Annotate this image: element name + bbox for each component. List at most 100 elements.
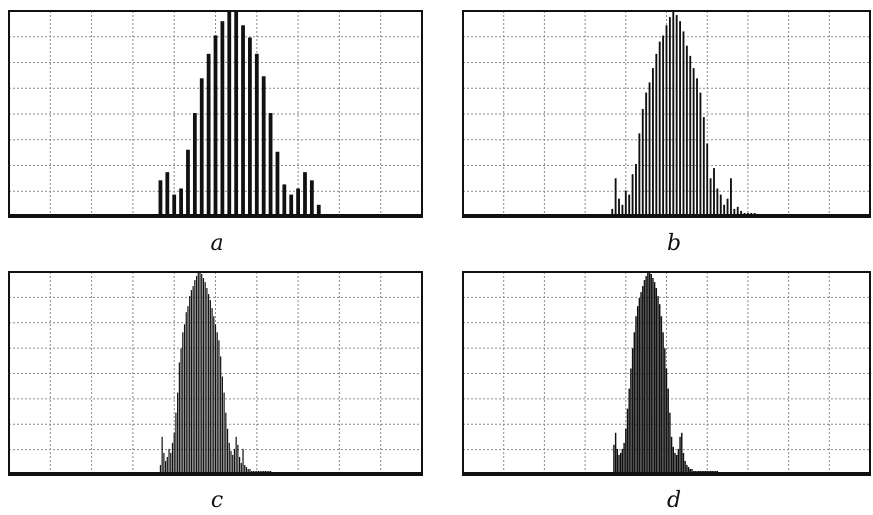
bar	[177, 392, 179, 473]
bar	[234, 11, 239, 215]
bar	[183, 324, 186, 473]
bar	[672, 11, 675, 215]
bar	[628, 194, 631, 215]
bar	[677, 448, 680, 473]
bar	[684, 460, 686, 473]
bar	[171, 442, 174, 473]
bar	[225, 412, 227, 473]
bar	[245, 466, 248, 473]
bar	[674, 452, 676, 473]
plot-frame	[462, 271, 871, 476]
bar	[251, 470, 253, 473]
bar	[614, 178, 617, 215]
bar	[624, 190, 627, 215]
bar	[647, 272, 649, 473]
bar	[228, 442, 230, 473]
bar	[213, 316, 215, 473]
bar	[711, 470, 714, 473]
bar	[614, 432, 617, 473]
bar	[685, 45, 688, 216]
bar	[216, 332, 218, 473]
caption-b: b	[666, 231, 682, 256]
bar	[221, 376, 223, 473]
bar	[628, 388, 630, 473]
bar	[161, 436, 163, 473]
bar	[662, 332, 664, 473]
bar	[248, 37, 252, 215]
bar	[630, 368, 632, 473]
bar	[668, 17, 671, 216]
bar	[201, 274, 203, 473]
bar	[675, 454, 678, 473]
bar	[263, 470, 265, 473]
bar	[691, 468, 693, 473]
bar	[185, 312, 187, 473]
grid-c	[9, 272, 422, 475]
bar	[662, 35, 665, 216]
bar	[670, 436, 673, 473]
bar	[642, 286, 644, 473]
bar	[247, 468, 249, 473]
bar	[713, 470, 715, 473]
plot-frame	[8, 271, 423, 476]
bar	[616, 448, 619, 473]
plot-frame	[462, 10, 871, 218]
chart-panel-a	[8, 10, 423, 218]
bar	[743, 212, 746, 215]
bar	[261, 76, 266, 215]
bar	[664, 348, 666, 473]
bar	[698, 470, 700, 473]
bars-c	[159, 272, 272, 473]
bar	[226, 428, 229, 473]
bar	[227, 11, 232, 215]
bar	[618, 454, 620, 473]
bar	[687, 466, 690, 473]
bar	[213, 35, 218, 216]
bar	[658, 41, 661, 215]
bar	[189, 296, 191, 473]
bar	[309, 180, 314, 215]
bar	[753, 212, 756, 215]
bar	[648, 272, 651, 473]
bar	[257, 470, 260, 473]
bar	[719, 194, 722, 215]
bar	[199, 272, 201, 473]
bar	[218, 340, 220, 473]
bar	[254, 470, 256, 473]
bar	[214, 324, 217, 473]
bar	[681, 432, 683, 473]
bar	[261, 470, 263, 473]
bar	[660, 316, 663, 473]
bar	[706, 143, 709, 215]
bar	[220, 356, 222, 473]
bar	[230, 450, 232, 473]
bar	[746, 212, 749, 215]
bar	[206, 288, 208, 473]
bar	[316, 204, 321, 215]
bar	[636, 306, 639, 473]
bar	[204, 282, 206, 473]
bar	[750, 212, 753, 215]
bar	[303, 172, 307, 215]
bar	[665, 368, 668, 473]
bar	[631, 174, 634, 215]
bar	[638, 298, 641, 473]
bar	[618, 198, 620, 215]
bar	[713, 168, 715, 215]
bar	[621, 204, 624, 215]
bar	[701, 470, 703, 473]
bar	[194, 280, 196, 473]
bar	[638, 133, 641, 215]
bar	[175, 412, 177, 473]
bar	[165, 172, 170, 215]
bar	[238, 456, 241, 473]
bars-d	[613, 272, 719, 473]
bar	[625, 428, 627, 473]
bar	[657, 296, 659, 473]
bars-b	[611, 11, 756, 216]
bar	[675, 15, 678, 215]
bar	[192, 113, 197, 215]
bar	[187, 306, 189, 473]
bar	[259, 470, 261, 473]
bar	[252, 470, 254, 473]
